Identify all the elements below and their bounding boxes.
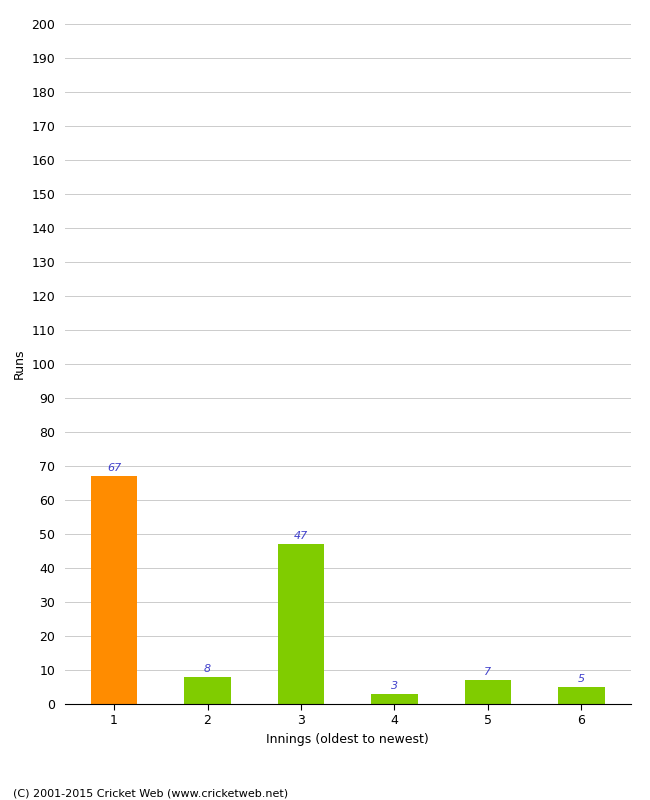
Text: 5: 5 — [578, 674, 585, 684]
Text: 47: 47 — [294, 531, 308, 542]
Text: 3: 3 — [391, 681, 398, 691]
Y-axis label: Runs: Runs — [13, 349, 26, 379]
Text: 67: 67 — [107, 463, 121, 474]
Text: (C) 2001-2015 Cricket Web (www.cricketweb.net): (C) 2001-2015 Cricket Web (www.cricketwe… — [13, 788, 288, 798]
Bar — [278, 544, 324, 704]
Bar — [558, 687, 605, 704]
Bar — [465, 680, 512, 704]
Bar — [371, 694, 418, 704]
X-axis label: Innings (oldest to newest): Innings (oldest to newest) — [266, 733, 429, 746]
Text: 8: 8 — [204, 664, 211, 674]
Bar — [184, 677, 231, 704]
Text: 7: 7 — [484, 667, 491, 678]
Bar — [91, 476, 137, 704]
